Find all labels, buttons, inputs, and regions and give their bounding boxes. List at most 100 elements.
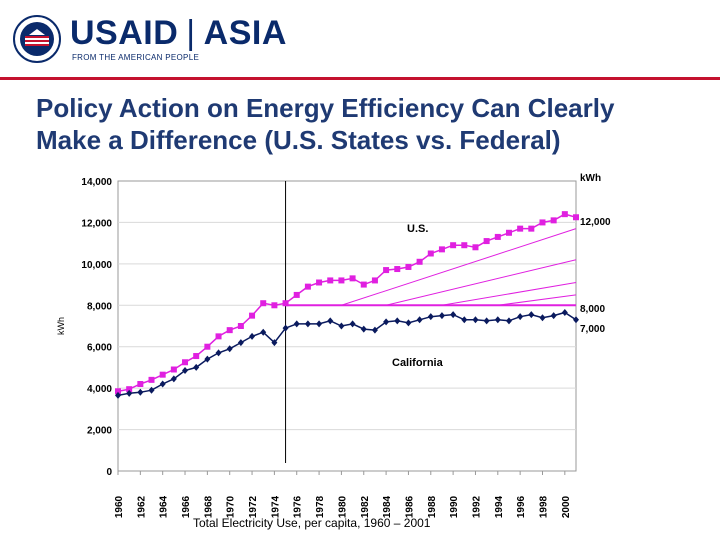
us-point [360, 281, 367, 288]
y-tick-label: 12,000 [81, 218, 112, 229]
logo-text: USAID [70, 14, 179, 52]
x-tick-label: 1984 [382, 495, 393, 518]
x-tick-label: 1986 [404, 495, 415, 518]
california-point [304, 320, 311, 328]
california-point [148, 386, 155, 394]
y-tick-label: 10,000 [81, 260, 112, 271]
california-point [383, 318, 390, 326]
us-point [461, 242, 468, 249]
california-point [293, 320, 300, 328]
california-point [126, 389, 133, 397]
us-point [405, 263, 412, 270]
y-axis-label: kWh [56, 317, 66, 335]
california-point [327, 317, 334, 325]
right-value-label: 8,000 [580, 304, 605, 315]
california-point [483, 317, 490, 325]
savings-hatch-line [441, 282, 577, 306]
header: USAID | ASIA FROM THE AMERICAN PEOPLE [0, 0, 720, 80]
chart-caption: Total Electricity Use, per capita, 1960 … [193, 516, 431, 530]
california-point [137, 388, 144, 396]
us-point [383, 267, 390, 274]
us-point [561, 211, 568, 218]
us-point [271, 302, 278, 309]
plot-area [117, 180, 577, 472]
us-point [182, 359, 189, 366]
x-tick-label: 1964 [159, 495, 170, 518]
us-point [226, 327, 233, 334]
california-point [461, 316, 468, 324]
x-tick-label: 1980 [337, 495, 348, 518]
us-point [427, 250, 434, 257]
us-point [327, 277, 334, 284]
california-point [338, 322, 345, 330]
california-point [505, 317, 512, 325]
california-point [260, 328, 267, 336]
us-point [304, 283, 311, 290]
california-point [226, 345, 233, 353]
us-point [137, 381, 144, 387]
us-point [349, 275, 356, 282]
us-point [528, 225, 535, 232]
california-point [360, 325, 367, 333]
california-point [405, 319, 412, 327]
x-tick-label: 1962 [136, 495, 147, 518]
x-tick-label: 1970 [226, 495, 237, 518]
us-point [472, 244, 479, 251]
california-point [550, 312, 557, 320]
california-point [539, 314, 546, 322]
logo-separator: | [186, 14, 196, 52]
us-point [450, 242, 457, 249]
y-tick-label: 6,000 [87, 343, 112, 354]
y-tick-label: 4,000 [87, 384, 112, 395]
california-series-label: California [392, 357, 444, 369]
california-point [249, 332, 256, 340]
x-tick-label: 1972 [248, 495, 259, 518]
california-point [170, 375, 177, 383]
logo-region: ASIA [203, 14, 287, 52]
us-point [249, 312, 256, 319]
california-point [316, 320, 323, 328]
x-tick-label: 1974 [270, 495, 281, 518]
us-point [573, 214, 579, 221]
usaid-seal-icon [13, 15, 61, 63]
california-point [472, 316, 479, 324]
x-tick-label: 1988 [427, 495, 438, 518]
california-point [561, 309, 568, 317]
us-point [282, 300, 289, 307]
us-point [126, 386, 133, 393]
us-point [159, 371, 166, 378]
x-tick-label: 1968 [203, 495, 214, 518]
us-point [293, 291, 300, 298]
y-tick-label: 14,000 [81, 177, 112, 188]
x-tick-label: 1998 [538, 495, 549, 518]
x-tick-label: 2000 [561, 495, 572, 518]
y-tick-label: 2,000 [87, 426, 112, 437]
california-point [371, 326, 378, 334]
us-point [483, 238, 490, 245]
us-point [148, 376, 155, 383]
right-axis-label: kWh [580, 173, 601, 184]
us-point [204, 343, 211, 350]
california-point [416, 316, 423, 324]
california-point [193, 363, 200, 371]
us-point [193, 353, 200, 360]
x-tick-label: 1994 [494, 495, 505, 518]
x-tick-label: 1960 [114, 495, 125, 518]
x-tick-label: 1978 [315, 495, 326, 518]
logo-tagline: FROM THE AMERICAN PEOPLE [72, 53, 200, 62]
x-tick-label: 1996 [516, 495, 527, 518]
california-point [215, 349, 222, 357]
california-point [159, 380, 166, 388]
savings-hatch-line [341, 228, 577, 306]
us-point [505, 229, 512, 236]
right-value-label: 12,000 [580, 217, 611, 228]
california-point [517, 313, 524, 321]
california-point [528, 311, 535, 319]
us-point [371, 277, 378, 284]
header-divider [0, 77, 720, 80]
california-point [427, 313, 434, 321]
savings-hatch-line [497, 294, 577, 306]
us-point [539, 219, 546, 226]
title-line-1: Policy Action on Energy Efficiency Can C… [36, 93, 615, 123]
